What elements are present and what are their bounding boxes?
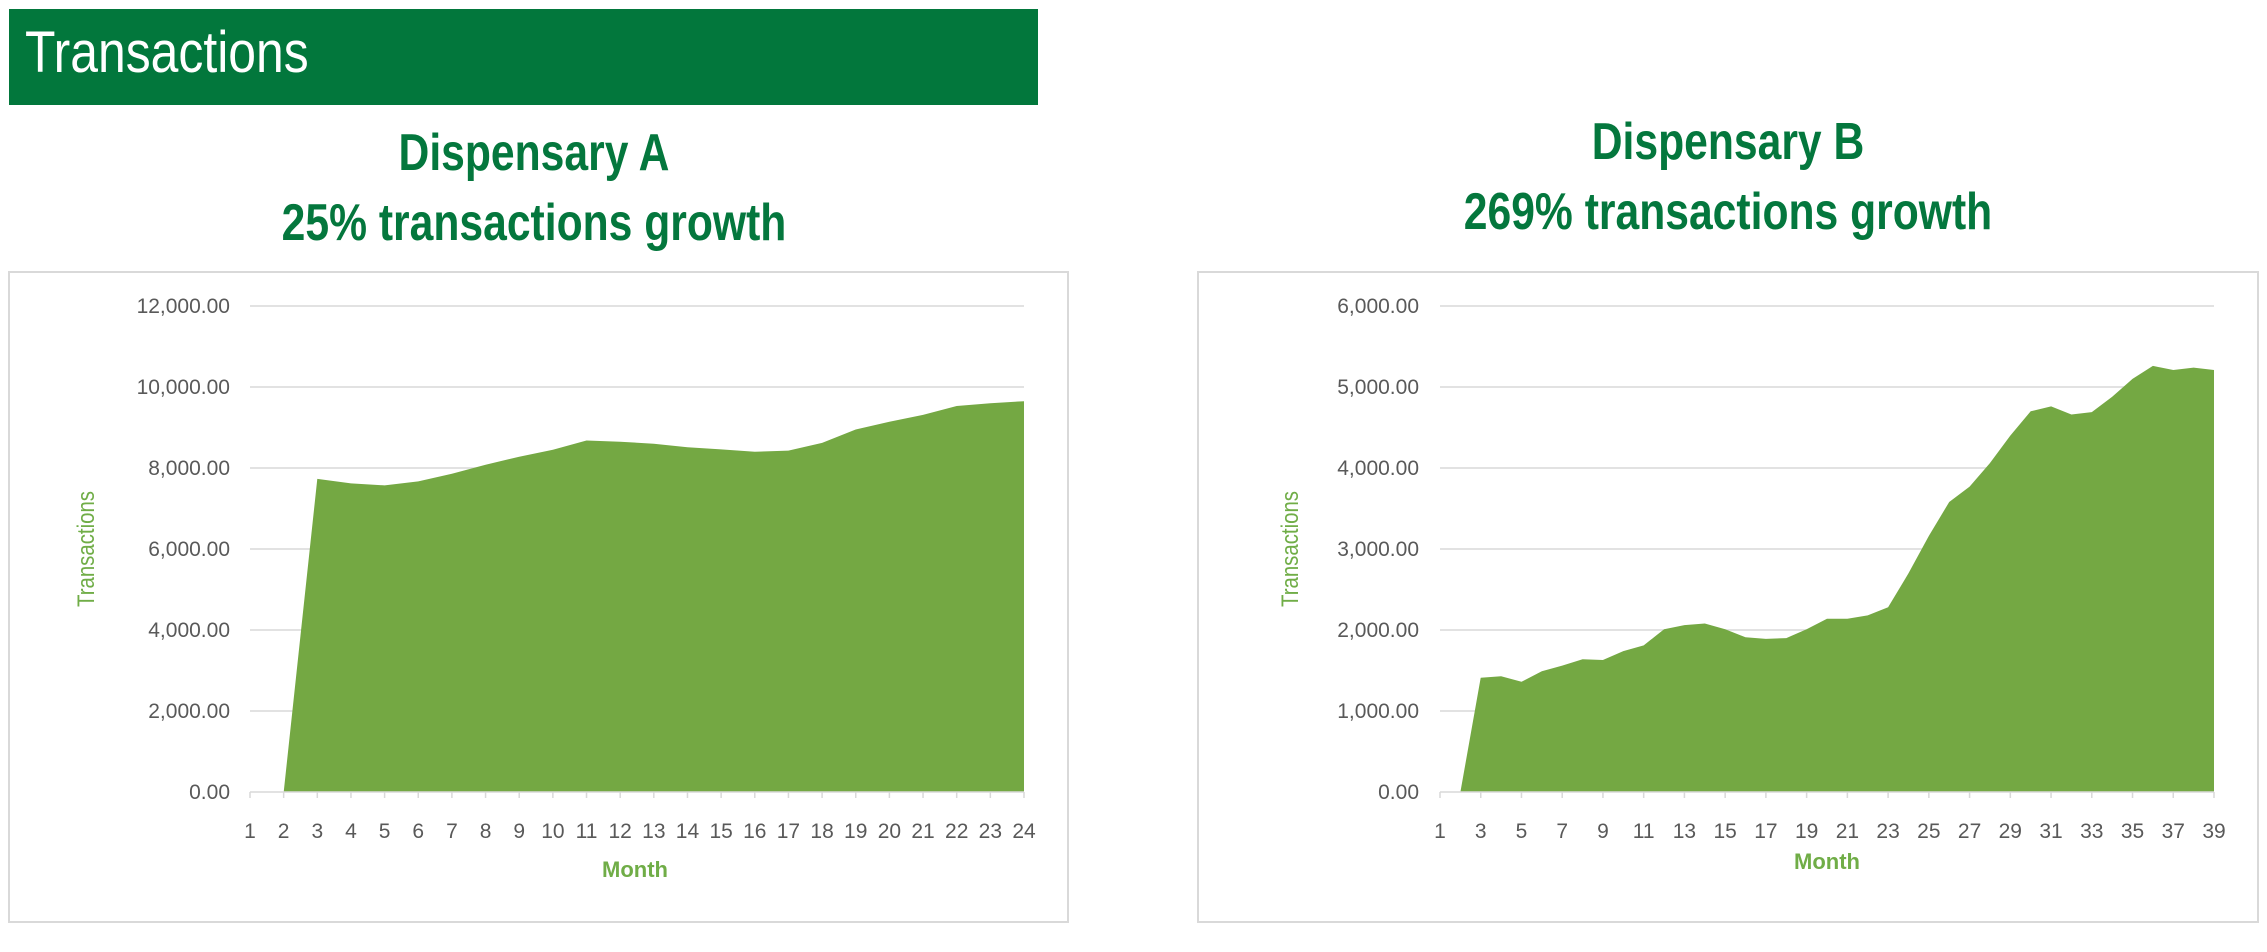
chart-b-panel: 0.00 1,000.00 2,000.00 3,000.00 4,000.00 5,00…: [1197, 271, 2259, 923]
y-tick-label: 3,000.00: [1337, 538, 1419, 561]
y-tick-label: 12,000.00: [137, 295, 230, 318]
x-tick-label: 8: [480, 820, 492, 843]
x-tick-label: 19: [844, 820, 867, 843]
x-tick-label: 20: [878, 820, 901, 843]
y-tick-label: 0.00: [189, 781, 230, 804]
y-tick-label: 0.00: [1378, 781, 1419, 804]
x-tick-label: 3: [1475, 820, 1487, 843]
x-tick-label: 21: [1836, 820, 1859, 843]
y-tick-label: 5,000.00: [1337, 376, 1419, 399]
x-tick-label: 12: [608, 820, 631, 843]
y-tick-label: 2,000.00: [1337, 619, 1419, 642]
x-tick-label: 17: [1754, 820, 1777, 843]
y-tick-label: 4,000.00: [148, 619, 230, 642]
chart-a-heading: Dispensary A 25% transactions growth: [9, 118, 1059, 258]
chart-b-svg: 0.00 1,000.00 2,000.00 3,000.00 4,000.00 5,00…: [1276, 295, 2225, 874]
x-tick-label: 14: [676, 820, 700, 843]
x-tick-label: 1: [244, 820, 256, 843]
x-tick-label: 18: [810, 820, 833, 843]
x-tick-label: 39: [2202, 820, 2225, 843]
x-tick-label: 29: [1999, 820, 2022, 843]
x-tick-label: 27: [1958, 820, 1981, 843]
x-tick-label: 17: [777, 820, 800, 843]
chart-a-title-line1: Dispensary A: [398, 124, 670, 182]
x-tick-label: 11: [576, 820, 598, 843]
y-axis-title: Transactions: [1276, 491, 1303, 607]
x-tick-label: 31: [2039, 820, 2062, 843]
area-series: [1460, 365, 2214, 792]
x-tick-label: 19: [1795, 820, 1818, 843]
x-tick-label: 9: [513, 820, 525, 843]
x-tick-label: 37: [2162, 820, 2185, 843]
x-tick-label: 5: [379, 820, 391, 843]
y-tick-label: 4,000.00: [1337, 457, 1419, 480]
x-tick-label: 1: [1434, 820, 1446, 843]
x-tick-label: 15: [709, 820, 732, 843]
y-axis-title: Transactions: [72, 491, 99, 607]
x-axis-title: Month: [1794, 849, 1860, 874]
chart-a-title-line2: 25% transactions growth: [281, 194, 787, 252]
x-tick-label: 33: [2080, 820, 2103, 843]
x-tick-label: 10: [541, 820, 564, 843]
chart-b-title-line1: Dispensary B: [1591, 113, 1865, 171]
x-tick-label: 6: [412, 820, 424, 843]
y-tick-label: 2,000.00: [148, 700, 230, 723]
x-tick-label: 23: [1876, 820, 1899, 843]
x-tick-label: 7: [446, 820, 458, 843]
y-tick-label: 6,000.00: [148, 538, 230, 561]
x-tick-label: 3: [311, 820, 323, 843]
x-tick-label: 11: [1633, 820, 1655, 843]
chart-a-svg: 0.00 2,000.00 4,000.00 6,000.00 8,000.00 10,0…: [72, 295, 1036, 882]
y-tick-label: 6,000.00: [1337, 295, 1419, 318]
x-tick-label: 24: [1012, 820, 1036, 843]
x-tick-label: 15: [1713, 820, 1736, 843]
page-title: Transactions: [25, 20, 309, 85]
y-tick-label: 8,000.00: [148, 457, 230, 480]
x-tick-label: 21: [911, 820, 934, 843]
x-tick-label: 16: [743, 820, 766, 843]
chart-b-title-line2: 269% transactions growth: [1463, 183, 1993, 241]
x-tick-label: 2: [278, 820, 290, 843]
x-tick-label: 13: [1673, 820, 1696, 843]
x-axis-title: Month: [602, 857, 668, 882]
x-tick-label: 13: [642, 820, 665, 843]
y-tick-label: 10,000.00: [137, 376, 230, 399]
x-tick-label: 25: [1917, 820, 1940, 843]
title-banner: Transactions: [9, 9, 1038, 105]
x-tick-label: 7: [1556, 820, 1568, 843]
x-tick-label: 4: [345, 820, 357, 843]
x-tick-label: 5: [1516, 820, 1528, 843]
x-tick-label: 35: [2121, 820, 2144, 843]
y-tick-label: 1,000.00: [1337, 700, 1419, 723]
chart-a-panel: 0.00 2,000.00 4,000.00 6,000.00 8,000.00 10,0…: [8, 271, 1069, 923]
x-tick-label: 22: [945, 820, 968, 843]
chart-b-heading: Dispensary B 269% transactions growth: [1198, 107, 2258, 247]
x-tick-label: 9: [1597, 820, 1609, 843]
area-series: [283, 401, 1024, 792]
x-tick-label: 23: [979, 820, 1002, 843]
